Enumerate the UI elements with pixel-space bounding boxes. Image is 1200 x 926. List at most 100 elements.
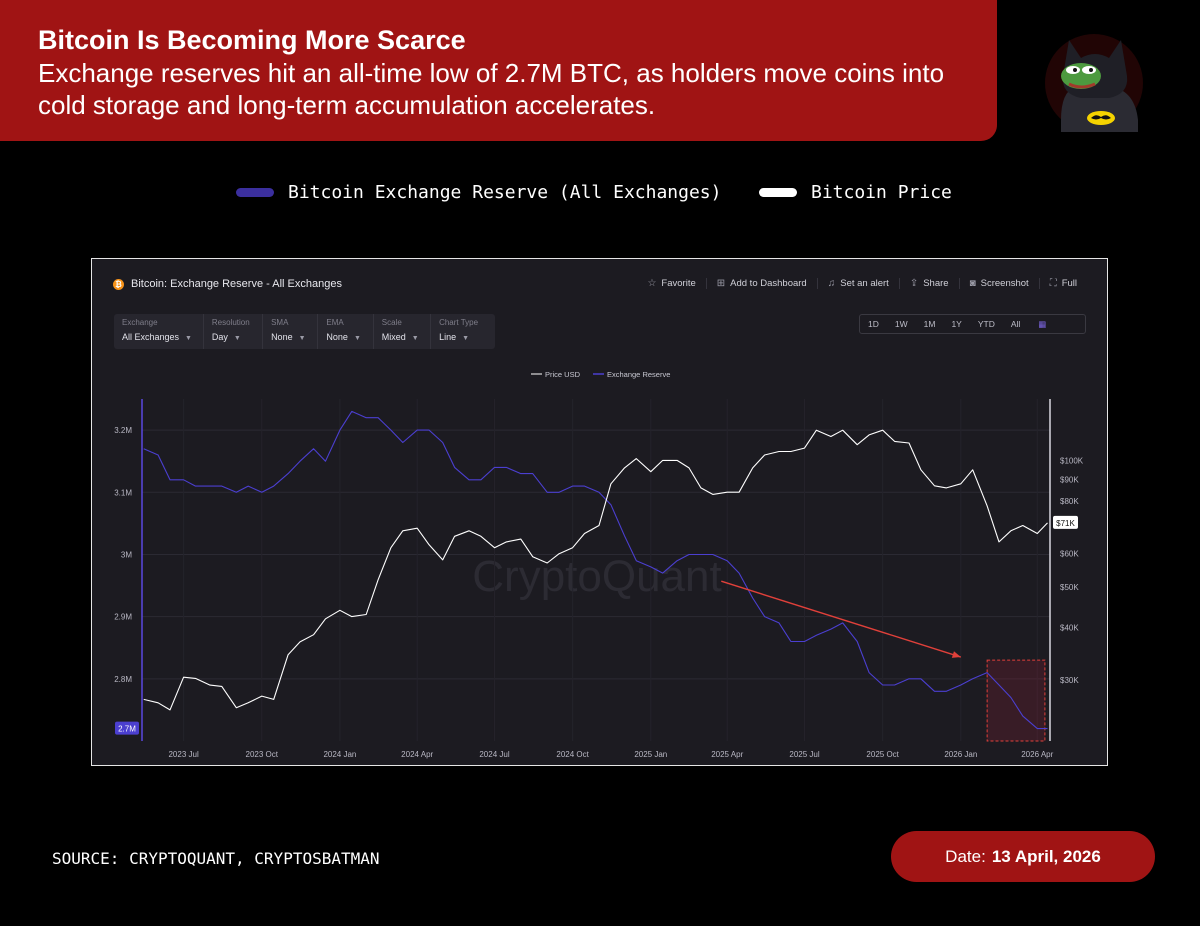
y-tick-label-right: $90K (1060, 476, 1079, 485)
resolution-value: Day (211, 332, 228, 342)
y-tick-label-right: $80K (1060, 497, 1079, 506)
legend-price-label: Bitcoin Price (811, 182, 952, 203)
exchange-value: All Exchanges (122, 332, 180, 342)
x-tick-label: 2025 Jan (634, 750, 667, 759)
inner-legend: Price USD Exchange Reserve (531, 370, 670, 379)
range-1m[interactable]: 1M (923, 319, 936, 329)
range-all[interactable]: All (1010, 319, 1021, 329)
sma-select[interactable]: SMA None ▼ (262, 314, 317, 349)
x-tick-label: 2024 Jan (323, 750, 356, 759)
chevron-down-icon: ▼ (411, 335, 419, 342)
share-icon: ⇪ (909, 278, 919, 289)
chevron-down-icon: ▼ (462, 335, 470, 342)
chart-type-select[interactable]: Chart Type Line ▼ (430, 314, 495, 349)
ema-label: EMA (326, 318, 344, 327)
chevron-down-icon: ▼ (233, 335, 241, 342)
top-legend: Bitcoin Exchange Reserve (All Exchanges)… (0, 182, 1200, 208)
set-alert-button[interactable]: ♫ Set an alert (816, 278, 899, 289)
x-tick-label: 2024 Apr (401, 750, 433, 759)
y-tick-label-left: 2.8M (114, 675, 132, 684)
bell-icon: ♫ (827, 278, 836, 289)
current-reserve-badge (115, 721, 139, 735)
chart-type-label: Chart Type (439, 318, 479, 327)
y-tick-label-right: $40K (1060, 624, 1079, 633)
reserve-swatch (236, 188, 274, 197)
trend-arrow-line (721, 580, 962, 658)
sma-value: None (271, 332, 293, 342)
page-subtitle: Exchange reserves hit an all-time low of… (38, 58, 945, 120)
exchange-reserve-line (143, 410, 1048, 730)
x-tick-label: 2025 Jul (789, 750, 819, 759)
resolution-label: Resolution (211, 318, 250, 327)
screenshot-button[interactable]: ◙ Screenshot (958, 278, 1039, 289)
chart-svg: CryptoQuant 3.2M 3.1M 3M 2.9M 2.8M $100K $90K $… (114, 370, 1084, 759)
panel-actions: ☆ Favorite ⊞ Add to Dashboard ♫ Set an aler… (637, 278, 1087, 289)
exchange-select[interactable]: Exchange All Exchanges ▼ (114, 314, 203, 349)
sma-label: SMA (271, 318, 289, 327)
resolution-select[interactable]: Resolution Day ▼ (202, 314, 262, 349)
y-tick-label-left: 3M (121, 550, 132, 559)
legend-item-reserve: Bitcoin Exchange Reserve (All Exchanges) (236, 182, 721, 203)
add-to-dashboard-button[interactable]: ⊞ Add to Dashboard (705, 278, 817, 289)
y-tick-label-right: $60K (1060, 550, 1079, 559)
y-tick-label-right: $100K (1060, 456, 1084, 465)
grid-layer (142, 399, 1050, 741)
share-label: Share (923, 278, 949, 289)
date-label: Date: (945, 846, 986, 866)
chevron-down-icon: ▼ (298, 335, 306, 342)
current-reserve-label: 2.7M (118, 725, 136, 734)
full-label: Full (1061, 278, 1077, 289)
y-tick-label-right: $30K (1060, 676, 1079, 685)
chevron-down-icon: ▼ (353, 335, 361, 342)
y-tick-label-left: 2.9M (114, 613, 132, 622)
chevron-down-icon: ▼ (185, 335, 192, 342)
favorite-label: Favorite (661, 278, 696, 289)
x-tick-label: 2024 Jul (479, 750, 509, 759)
reserve-legend-label: Exchange Reserve (607, 370, 670, 379)
full-button[interactable]: ⛶ Full (1038, 278, 1087, 289)
legend-item-price: Bitcoin Price (759, 182, 952, 203)
range-selector: 1D 1W 1M 1Y YTD All ▦ (859, 314, 1086, 334)
current-price-label: $71K (1056, 519, 1075, 528)
x-tick-label: 2025 Oct (866, 750, 899, 759)
scale-label: Scale (381, 318, 402, 327)
header-banner: Bitcoin Is Becoming More Scarce Exchange… (0, 0, 997, 141)
bitcoin-icon: ₿ (113, 278, 124, 290)
range-1d[interactable]: 1D (868, 319, 879, 329)
range-ytd[interactable]: YTD (977, 319, 995, 329)
series-layer (143, 410, 1048, 730)
scale-select[interactable]: Scale Mixed ▼ (372, 314, 430, 349)
x-tick-label: 2024 Oct (556, 750, 589, 759)
screenshot-label: Screenshot (980, 278, 1029, 289)
x-tick-label: 2025 Apr (711, 750, 743, 759)
calendar-icon[interactable]: ▦ (1038, 318, 1047, 329)
range-1y[interactable]: 1Y (951, 319, 962, 329)
x-tick-label: 2023 Jul (168, 750, 198, 759)
star-icon: ☆ (647, 278, 657, 289)
alert-label: Set an alert (840, 278, 889, 289)
date-badge: Date: 13 April, 2026 (891, 831, 1155, 882)
fullscreen-icon: ⛶ (1049, 278, 1057, 289)
highlight-box (986, 659, 1046, 742)
panel-title-text: Bitcoin: Exchange Reserve - All Exchange… (131, 278, 342, 290)
favorite-button[interactable]: ☆ Favorite (637, 278, 705, 289)
dashboard-label: Add to Dashboard (730, 278, 807, 289)
scale-value: Mixed (381, 332, 406, 342)
current-price-badge (1053, 515, 1078, 529)
share-button[interactable]: ⇪ Share (898, 278, 959, 289)
highlight-layer (986, 659, 1046, 742)
y-tick-label-left: 3.2M (114, 426, 132, 435)
camera-icon: ◙ (969, 278, 976, 289)
exchange-label: Exchange (122, 318, 158, 327)
range-1w[interactable]: 1W (894, 319, 908, 329)
x-tick-label: 2026 Jan (944, 750, 977, 759)
price-line (143, 429, 1048, 711)
source-text: SOURCE: CRYPTOQUANT, CRYPTOSBATMAN (52, 849, 380, 868)
chart-controls: Exchange All Exchanges ▼ Resolution Day ▼ … (114, 314, 495, 349)
ema-value: None (326, 332, 348, 342)
panel-title: ₿ Bitcoin: Exchange Reserve - All Exchan… (113, 278, 342, 290)
ema-select[interactable]: EMA None ▼ (317, 314, 372, 349)
date-value: 13 April, 2026 (991, 846, 1101, 866)
trend-arrow-head (951, 651, 961, 658)
chart-panel: ₿ Bitcoin: Exchange Reserve - All Exchan… (91, 258, 1108, 766)
